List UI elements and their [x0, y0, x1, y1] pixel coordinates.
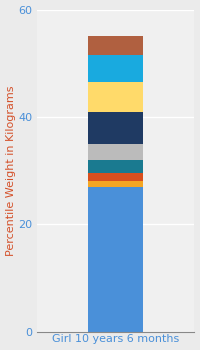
Bar: [88, 181, 143, 187]
Bar: [88, 160, 143, 173]
Bar: [88, 112, 143, 144]
Bar: [88, 187, 143, 332]
Bar: [88, 144, 143, 160]
Bar: [88, 55, 143, 82]
Bar: [88, 173, 143, 181]
Y-axis label: Percentile Weight in Kilograms: Percentile Weight in Kilograms: [6, 85, 16, 256]
Bar: [88, 36, 143, 55]
Bar: [88, 82, 143, 112]
